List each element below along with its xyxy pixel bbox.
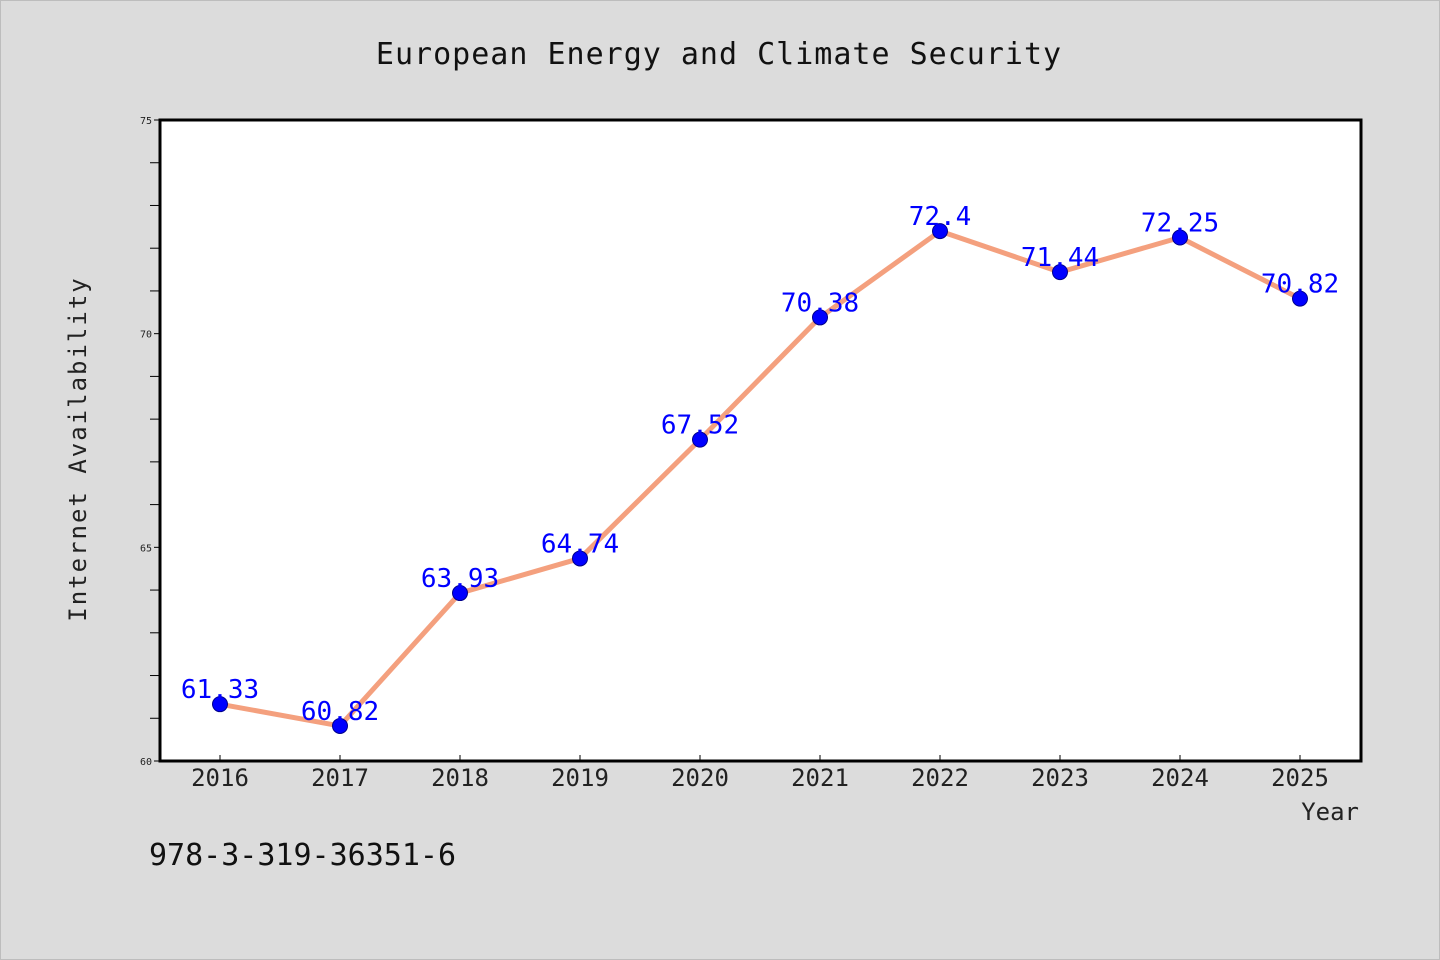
footnote: 978-3-319-36351-6 [149,838,456,873]
x-tick-label: 2016 [191,764,249,792]
plot-frame [158,118,1363,763]
x-tick-label: 2022 [911,764,969,792]
x-tick-label: 2020 [671,764,729,792]
chart-title: European Energy and Climate Security [376,37,1062,72]
data-label: 63.93 [421,564,499,594]
data-point [812,309,828,326]
data-label: 72.4 [909,202,972,232]
x-tick-label: 2024 [1151,764,1209,792]
y-tick-label: 60 [140,757,152,768]
series-line [217,228,1303,729]
data-point [1172,229,1188,246]
x-tick-label: 2017 [311,764,369,792]
y-tick-label: 65 [140,543,152,554]
x-tick-label: 2021 [791,764,849,792]
data-point [572,550,588,567]
y-axis: 60 65 70 75 [140,116,160,768]
x-tick-label: 2018 [431,764,489,792]
data-point [332,717,348,734]
x-tick-label: 2023 [1031,764,1089,792]
data-point [1052,264,1068,281]
x-axis-label: Year [1301,798,1359,826]
x-tick-label: 2025 [1271,764,1329,792]
data-point [1292,290,1308,307]
data-label: 71.44 [1021,243,1099,273]
data-point [692,431,708,448]
data-label: 64.74 [541,529,619,559]
data-point [212,696,228,713]
data-label: 70.82 [1261,270,1339,300]
data-point [452,585,468,602]
data-point [932,223,948,240]
x-axis: 2016 2017 2018 2019 2020 2021 2022 2023 2024 2025 [191,755,1329,792]
data-label: 61.33 [181,675,259,705]
data-label: 70.38 [781,288,859,318]
y-tick-label: 75 [140,116,152,127]
y-tick-label: 70 [140,330,152,341]
data-label: 67.52 [661,411,739,441]
data-label: 72.25 [1141,209,1219,239]
x-tick-label: 2019 [551,764,609,792]
plot-area [160,120,1361,761]
data-label: 60.82 [301,697,379,727]
y-axis-label: Internet Availability [64,276,92,621]
series: 61.33 60.82 63.93 64.74 67.52 70.38 72.4 71.44 7… [181,202,1339,734]
